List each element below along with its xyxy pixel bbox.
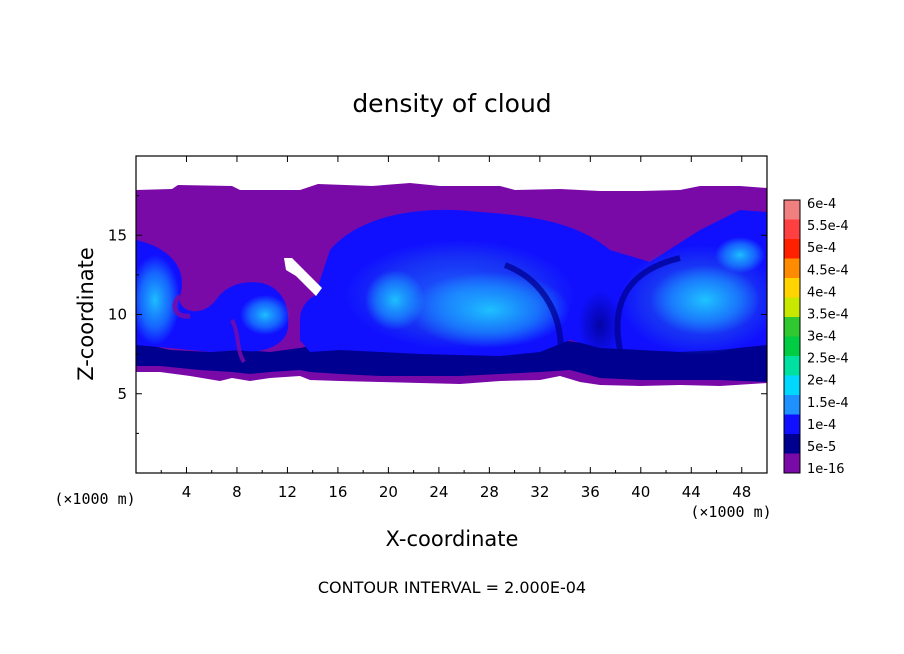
- colorbar-swatch: [784, 278, 800, 298]
- colorbar-swatch: [784, 336, 800, 357]
- colorbar-label: 6e-4: [807, 197, 836, 212]
- colorbar-label: 5e-4: [807, 241, 836, 256]
- contour-interval-text: CONTOUR INTERVAL = 2.000E-04: [318, 578, 586, 597]
- x-tick-label: 48: [732, 483, 751, 501]
- colorbar-swatch: [784, 395, 800, 415]
- x-tick-label: 40: [631, 483, 650, 501]
- colorbar-label: 4e-4: [807, 285, 836, 300]
- colorbar-label: 2e-4: [807, 374, 836, 389]
- colorbar-swatch: [784, 414, 800, 435]
- x-axis-title: X-coordinate: [386, 527, 519, 551]
- y-tick-label: 10: [108, 306, 127, 324]
- cloud-core-cyan-3: [365, 270, 425, 330]
- x-tick-label: 20: [379, 483, 398, 501]
- colorbar-swatch: [784, 317, 800, 337]
- colorbar-label: 5e-5: [807, 440, 836, 455]
- colorbar-swatch: [784, 258, 800, 279]
- colorbar-swatch: [784, 219, 800, 240]
- y-unit-label: (×1000 m): [54, 490, 135, 508]
- cloud-mid-cell: [300, 291, 353, 348]
- x-tick-label: 32: [530, 483, 549, 501]
- cloud-gap: [284, 258, 322, 296]
- colorbar: [783, 199, 801, 474]
- cloud-navy-core: [578, 290, 622, 360]
- x-tick-label: 24: [429, 483, 448, 501]
- x-unit-label: (×1000 m): [690, 503, 771, 521]
- colorbar-labels: 6e-4 5.5e-4 5e-4 4.5e-4 4e-4 3.5e-4 3e-4 2.5e-4…: [807, 197, 849, 477]
- x-tick-label: 28: [480, 483, 499, 501]
- cloud-core-cyan-2: [650, 265, 760, 335]
- colorbar-frame: [783, 199, 801, 474]
- cloud-core-cyan-1: [410, 272, 570, 348]
- colorbar-label: 2.5e-4: [807, 352, 849, 367]
- colorbar-swatch: [784, 356, 800, 376]
- y-tick-label: 15: [108, 226, 127, 244]
- cloud-filament-1: [503, 262, 564, 361]
- chart-title: density of cloud: [352, 89, 551, 118]
- colorbar-swatch: [784, 375, 800, 396]
- colorbar-label: 1.5e-4: [807, 396, 849, 411]
- cloud-filament-3: [172, 294, 191, 319]
- colorbar-label: 4.5e-4: [807, 263, 849, 278]
- y-tick-label: 5: [117, 385, 127, 403]
- x-tick-label: 36: [581, 483, 600, 501]
- colorbar-swatch: [784, 239, 800, 259]
- colorbar-label: 3e-4: [807, 330, 836, 345]
- cloud-core-cyan-5: [240, 295, 290, 335]
- colorbar-label: 1e-4: [807, 418, 836, 433]
- x-tick-label: 8: [232, 483, 242, 501]
- colorbar-label: 1e-16: [807, 462, 845, 477]
- cloud-filament-4: [230, 319, 246, 364]
- colorbar-swatch: [784, 200, 800, 220]
- cloud-core-cyan-6: [715, 237, 765, 273]
- cloud-core-cyan-4: [136, 255, 180, 345]
- x-axis-ticks: 4 8 12 16 20 24 28 32 36 40 44 48: [160, 156, 751, 501]
- colorbar-swatch: [784, 453, 800, 474]
- y-axis-title: Z-coordinate: [74, 247, 98, 381]
- colorbar-label: 5.5e-4: [807, 219, 849, 234]
- cloud-field: [136, 183, 767, 386]
- colorbar-swatch: [784, 297, 800, 318]
- y-axis-ticks: 5 10 15: [108, 195, 767, 434]
- colorbar-swatch: [784, 434, 800, 454]
- x-tick-label: 44: [682, 483, 701, 501]
- colorbar-label: 3.5e-4: [807, 307, 849, 322]
- x-tick-label: 4: [182, 483, 192, 501]
- x-tick-label: 16: [328, 483, 347, 501]
- x-tick-label: 12: [278, 483, 297, 501]
